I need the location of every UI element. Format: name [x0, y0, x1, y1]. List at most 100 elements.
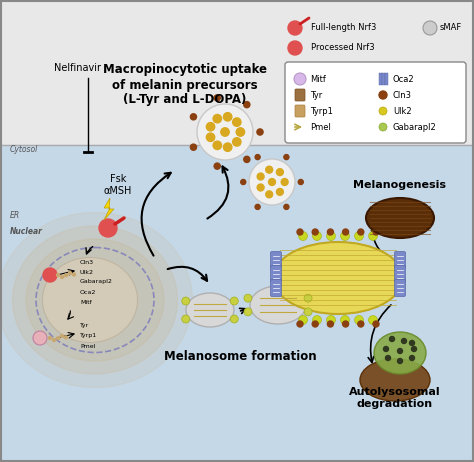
Circle shape [358, 229, 364, 235]
Text: Mitf: Mitf [80, 299, 92, 304]
Circle shape [379, 123, 387, 131]
Circle shape [255, 204, 260, 209]
Ellipse shape [366, 198, 434, 238]
Ellipse shape [26, 239, 164, 361]
Circle shape [221, 128, 229, 136]
Text: Tyrp1: Tyrp1 [80, 334, 97, 339]
Circle shape [368, 316, 377, 324]
Text: Mitf: Mitf [310, 74, 326, 84]
Text: Pmel: Pmel [310, 122, 331, 132]
Text: ER: ER [10, 211, 20, 220]
Ellipse shape [374, 332, 426, 374]
Text: Ulk2: Ulk2 [80, 269, 94, 274]
Circle shape [340, 316, 349, 324]
Circle shape [299, 231, 308, 241]
Circle shape [284, 204, 289, 209]
Bar [0, 0, 474, 145]
Circle shape [233, 138, 241, 146]
Text: Tyr: Tyr [80, 323, 89, 328]
Circle shape [340, 231, 349, 241]
FancyBboxPatch shape [394, 266, 405, 282]
Ellipse shape [273, 242, 403, 314]
Text: Melanosome formation: Melanosome formation [164, 350, 316, 363]
FancyBboxPatch shape [271, 251, 282, 268]
Circle shape [266, 191, 273, 198]
FancyBboxPatch shape [295, 89, 305, 101]
Circle shape [355, 231, 364, 241]
Circle shape [64, 336, 67, 339]
Bar [379, 73, 382, 85]
Circle shape [343, 321, 348, 327]
Circle shape [304, 308, 312, 316]
Circle shape [43, 268, 57, 282]
Circle shape [206, 133, 215, 141]
Circle shape [223, 143, 232, 152]
Text: Nuclear: Nuclear [10, 227, 43, 236]
Ellipse shape [186, 293, 234, 327]
Circle shape [249, 159, 295, 205]
Circle shape [297, 229, 303, 235]
Circle shape [288, 21, 302, 35]
Circle shape [61, 334, 64, 338]
Circle shape [398, 359, 402, 364]
Circle shape [223, 113, 232, 121]
Circle shape [398, 348, 402, 353]
Circle shape [73, 273, 75, 276]
Circle shape [244, 102, 250, 108]
Circle shape [182, 315, 190, 323]
Circle shape [358, 321, 364, 327]
Circle shape [355, 316, 364, 324]
Circle shape [368, 231, 377, 241]
Ellipse shape [0, 213, 192, 388]
Circle shape [236, 128, 245, 136]
Text: Nelfinavir: Nelfinavir [55, 63, 101, 73]
Circle shape [373, 229, 379, 235]
Polygon shape [104, 198, 114, 220]
Circle shape [328, 229, 333, 235]
Circle shape [410, 355, 414, 360]
Circle shape [182, 297, 190, 305]
Bar [385, 73, 388, 85]
Circle shape [257, 184, 264, 191]
Circle shape [64, 274, 67, 277]
Circle shape [281, 178, 288, 185]
FancyBboxPatch shape [271, 266, 282, 282]
FancyBboxPatch shape [285, 62, 466, 143]
Text: Melanogenesis: Melanogenesis [354, 180, 447, 190]
Circle shape [213, 115, 221, 123]
Circle shape [230, 297, 238, 305]
Circle shape [288, 41, 302, 55]
Text: Fsk
αMSH: Fsk αMSH [104, 174, 132, 196]
Circle shape [244, 308, 252, 316]
Circle shape [304, 294, 312, 302]
Circle shape [411, 346, 417, 352]
Circle shape [33, 331, 47, 345]
Circle shape [276, 169, 283, 176]
Text: Gabarapl2: Gabarapl2 [393, 122, 437, 132]
Circle shape [241, 179, 246, 184]
Circle shape [385, 355, 391, 360]
Text: Autolysosomal
degradation: Autolysosomal degradation [349, 388, 441, 409]
Circle shape [69, 272, 72, 274]
Circle shape [284, 155, 289, 160]
Circle shape [383, 346, 389, 352]
Ellipse shape [43, 257, 137, 342]
Circle shape [233, 118, 241, 126]
Text: Cln3: Cln3 [80, 260, 94, 265]
Text: Tyr: Tyr [310, 91, 322, 99]
Circle shape [197, 104, 253, 160]
Bar [0, 145, 474, 462]
Circle shape [269, 178, 275, 185]
Circle shape [390, 336, 394, 341]
Ellipse shape [12, 226, 177, 374]
Circle shape [312, 229, 318, 235]
Text: Oca2: Oca2 [393, 74, 415, 84]
Circle shape [99, 219, 117, 237]
Text: Gabarapl2: Gabarapl2 [80, 280, 113, 285]
Circle shape [312, 231, 321, 241]
Circle shape [56, 337, 60, 340]
Circle shape [191, 114, 197, 120]
Circle shape [327, 316, 336, 324]
Circle shape [61, 275, 64, 279]
Circle shape [266, 166, 273, 173]
